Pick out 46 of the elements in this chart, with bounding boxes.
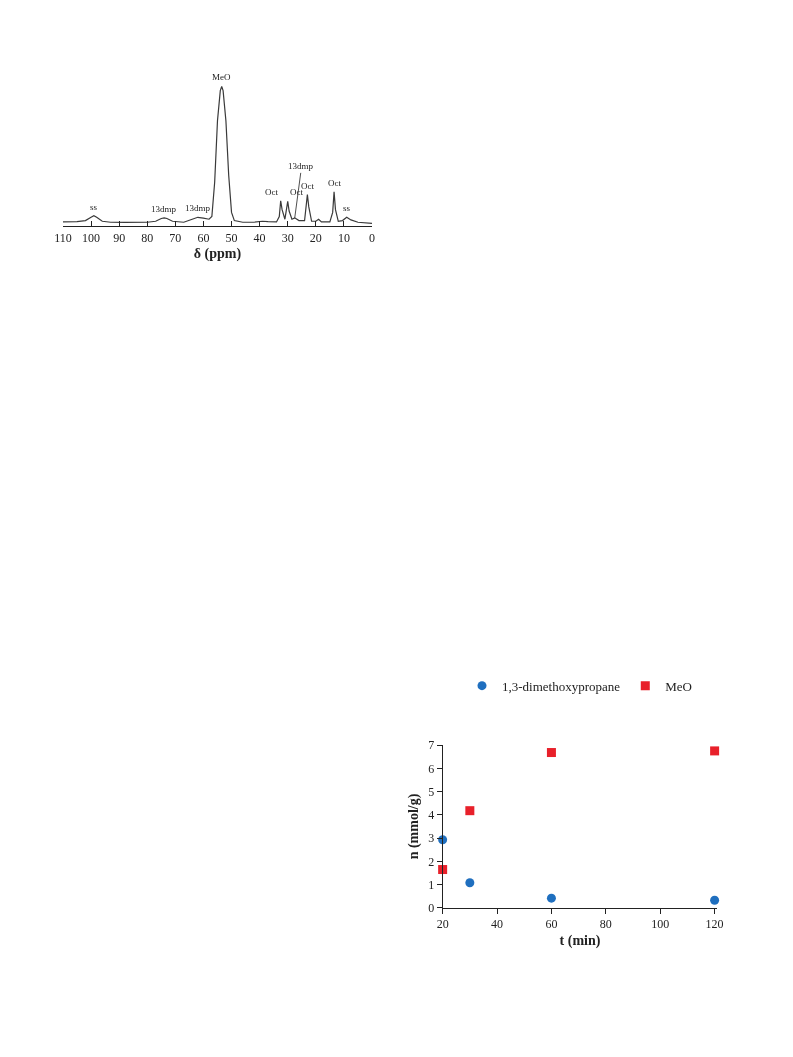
point — [546, 748, 556, 758]
point — [465, 878, 475, 888]
annotation: 13dmp — [288, 161, 314, 171]
annotation: 13dmp — [151, 204, 177, 214]
y-tick-label: 1 — [428, 877, 435, 892]
x-tick-label: 20 — [436, 917, 449, 932]
point — [546, 893, 556, 903]
annotation: Oct — [328, 178, 342, 188]
x-tick-label: 40 — [491, 917, 504, 932]
point — [465, 806, 475, 816]
x-tick-label: 30 — [281, 230, 294, 245]
x-tick-label: 90 — [113, 230, 126, 245]
x-tick-label: 60 — [545, 917, 558, 932]
annotation: ss — [343, 203, 351, 213]
x-axis-title: t (min) — [559, 932, 601, 949]
annotation: 13dmp — [185, 203, 211, 213]
y-tick-label: 6 — [428, 761, 435, 776]
x-tick-label: 100 — [82, 230, 101, 245]
annotation: MeO — [212, 72, 231, 82]
point — [710, 746, 720, 756]
x-tick-label: 80 — [599, 917, 612, 932]
y-tick-label: 0 — [428, 901, 435, 916]
x-tick-label: 70 — [169, 230, 182, 245]
y-tick-label: 5 — [428, 784, 435, 799]
y-tick-label: 3 — [428, 831, 435, 846]
x-tick-label: 110 — [54, 230, 72, 245]
y-tick-label: 7 — [428, 738, 435, 753]
x-tick-label: 60 — [197, 230, 210, 245]
x-axis-title: δ (ppm) — [193, 245, 242, 262]
point — [710, 895, 720, 905]
x-tick-label: 0 — [369, 230, 375, 245]
legend-label: MeO — [665, 678, 692, 694]
annotation: Oct — [301, 181, 315, 191]
y-tick-label: 4 — [428, 808, 435, 823]
legend-label: 1,3-dimethoxypropane — [501, 678, 621, 694]
x-tick-label: 40 — [253, 230, 266, 245]
x-tick-label: 80 — [141, 230, 154, 245]
y-tick-label: 2 — [428, 854, 435, 869]
y-axis-title: n (mmol/g) — [405, 793, 422, 860]
x-tick-label: 10 — [337, 230, 350, 245]
x-tick-label: 100 — [651, 917, 670, 932]
x-tick-label: 50 — [225, 230, 238, 245]
x-tick-label: 20 — [309, 230, 322, 245]
x-tick-label: 120 — [705, 917, 724, 932]
annotation: Oct — [265, 187, 279, 197]
annotation: ss — [90, 202, 98, 212]
